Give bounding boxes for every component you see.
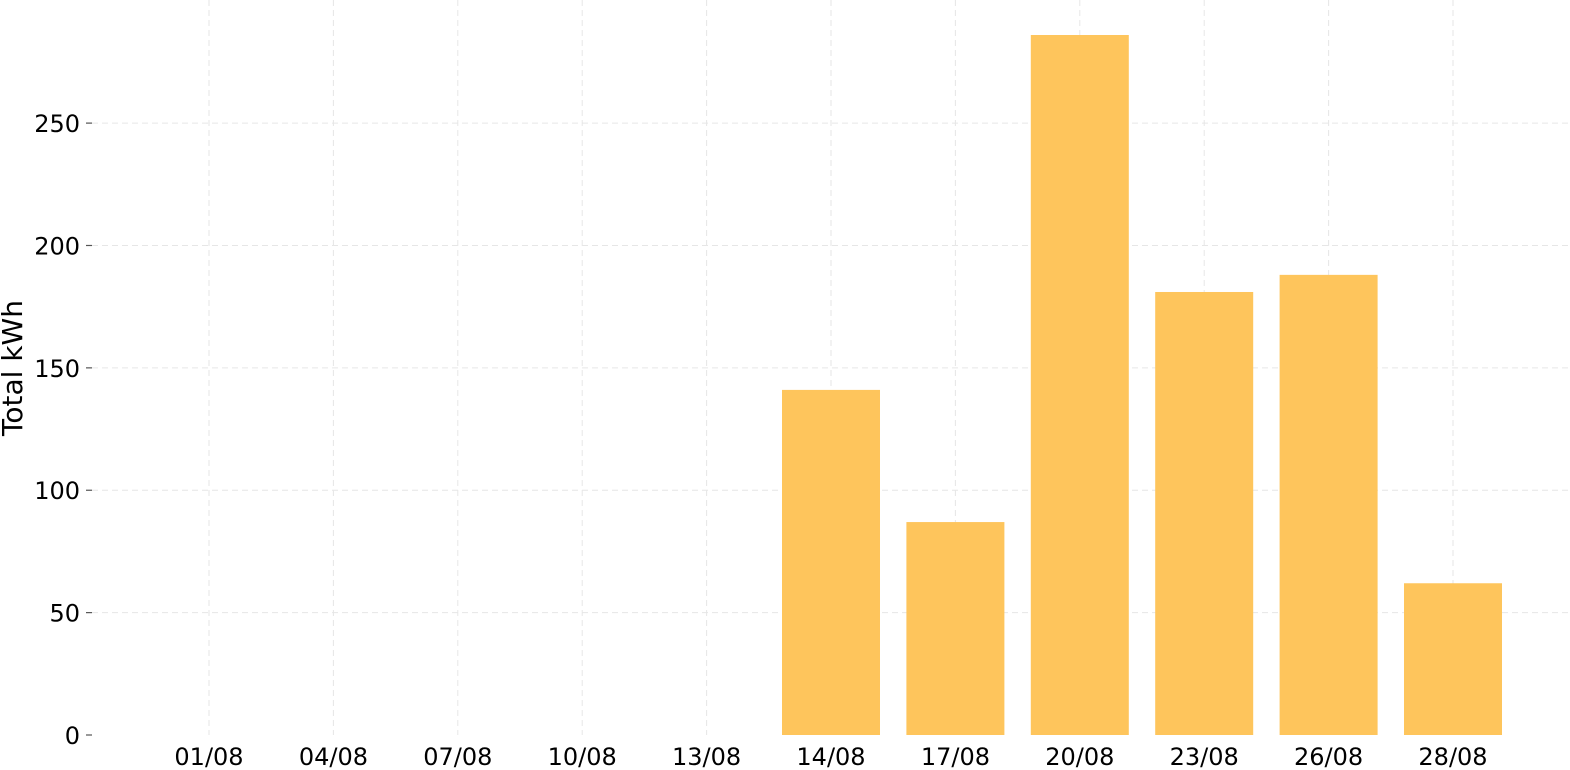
y-tick-label: 200 — [34, 232, 80, 260]
y-tick-label: 250 — [34, 110, 80, 138]
y-tick-label: 150 — [34, 355, 80, 383]
x-tick-label: 28/08 — [1418, 743, 1487, 770]
x-tick-label: 07/08 — [423, 743, 492, 770]
y-tick-label: 50 — [49, 600, 80, 628]
y-axis: 0 50 100 150 200 250 — [34, 110, 92, 750]
x-tick-label: 23/08 — [1170, 743, 1239, 770]
bar-14-08 — [782, 389, 880, 735]
bar-20-08 — [1030, 35, 1129, 735]
y-tick-label: 100 — [34, 477, 80, 505]
x-tick-label: 13/08 — [672, 743, 741, 770]
x-tick-label: 04/08 — [299, 743, 368, 770]
x-tick-label: 17/08 — [921, 743, 990, 770]
bars — [782, 35, 1502, 735]
bar-28-08 — [1404, 583, 1502, 735]
x-tick-label: 20/08 — [1045, 743, 1114, 770]
bar-26-08 — [1279, 274, 1378, 735]
x-tick-label: 01/08 — [174, 743, 243, 770]
y-axis-title: Total kWh — [0, 300, 29, 437]
x-tick-label: 26/08 — [1294, 743, 1363, 770]
x-axis: 01/08 04/08 07/08 10/08 13/08 14/08 17/08 20/08… — [174, 743, 1487, 770]
bar-17-08 — [906, 522, 1005, 735]
x-tick-label: 14/08 — [796, 743, 865, 770]
bar-23-08 — [1155, 291, 1254, 735]
x-tick-label: 10/08 — [548, 743, 617, 770]
y-tick-label: 0 — [65, 722, 80, 750]
